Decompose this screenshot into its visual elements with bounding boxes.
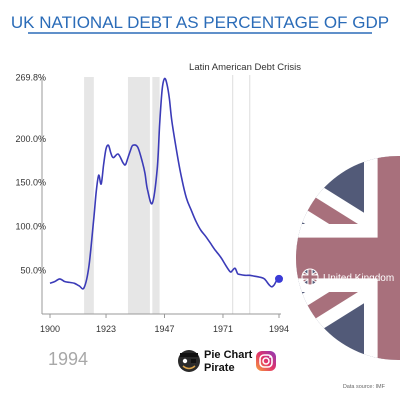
instagram-icon[interactable] bbox=[256, 351, 276, 371]
current-year-label: 1994 bbox=[48, 349, 88, 369]
series-line bbox=[49, 77, 280, 290]
legend-label: United Kingdom bbox=[323, 273, 394, 284]
shaded-period bbox=[84, 77, 94, 314]
series-layer bbox=[49, 77, 283, 290]
x-tick-label: 1923 bbox=[96, 324, 116, 334]
series-end-dot bbox=[275, 274, 283, 283]
shaded-period bbox=[127, 77, 150, 314]
brand-logo: Pie Chart Pirate bbox=[178, 349, 276, 374]
y-tick-label: 100.0% bbox=[15, 222, 46, 232]
brand-name-line1: Pie Chart bbox=[204, 349, 253, 361]
x-tick-label: 1994 bbox=[269, 324, 289, 334]
event-lines bbox=[232, 75, 251, 314]
x-tick-label: 1947 bbox=[154, 324, 174, 334]
x-axis-ticks: 1900 1923 1947 1971 1994 bbox=[40, 314, 289, 334]
y-tick-label: 50.0% bbox=[20, 266, 46, 276]
x-tick-label: 1971 bbox=[213, 324, 233, 334]
x-tick-label: 1900 bbox=[40, 324, 60, 334]
y-axis-ticks: 50.0% 100.0% 150.0% 200.0% 269.8% bbox=[15, 73, 46, 276]
annotation-label: Latin American Debt Crisis bbox=[189, 62, 301, 73]
shaded-period bbox=[152, 77, 160, 314]
data-source: Data source: IMF bbox=[343, 384, 386, 390]
y-tick-label: 150.0% bbox=[15, 178, 46, 188]
legend: United Kingdom bbox=[301, 268, 394, 286]
shaded-periods bbox=[84, 77, 160, 314]
chart-title: UK NATIONAL DEBT AS PERCENTAGE OF GDP bbox=[11, 13, 389, 32]
y-tick-label: 269.8% bbox=[15, 73, 46, 83]
uk-flag-pie bbox=[296, 156, 400, 360]
brand-name-line2: Pirate bbox=[204, 362, 235, 374]
uk-flag-icon bbox=[301, 268, 319, 286]
axes bbox=[41, 77, 281, 315]
y-tick-label: 200.0% bbox=[15, 134, 46, 144]
pirate-avatar-icon bbox=[178, 350, 200, 372]
